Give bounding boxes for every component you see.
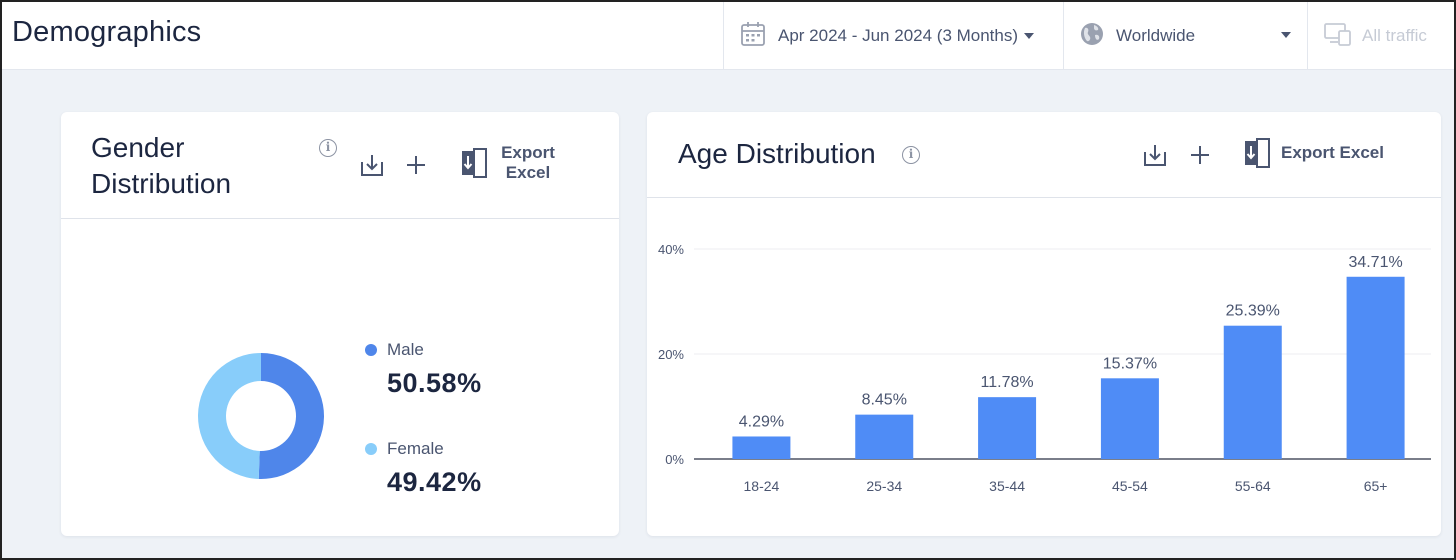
traffic-label: All traffic [1362, 26, 1427, 45]
export-label-line: Excel [505, 163, 551, 182]
top-bar: Demographics Apr 2024 - Jun 2024 (3 Mont… [2, 2, 1454, 70]
card-title: Age Distribution [678, 138, 876, 169]
add-icon[interactable] [405, 154, 427, 181]
legend-label-male: Male [387, 340, 424, 359]
y-tick-label: 0% [665, 452, 684, 467]
card-header: Age Distribution i Export Excel [647, 112, 1441, 198]
legend-dot-female [365, 443, 377, 455]
legend-label-female: Female [387, 439, 444, 458]
bar-value-label: 4.29% [739, 413, 784, 430]
donut-slice-male[interactable] [258, 353, 324, 479]
gender-distribution-card: Gender Distribution i Export [61, 112, 619, 536]
x-tick-label: 65+ [1364, 478, 1388, 494]
region-label: Worldwide [1116, 26, 1196, 45]
donut-slice-female[interactable] [197, 353, 261, 479]
bar-value-label: 8.45% [862, 392, 907, 409]
gender-donut-chart [197, 353, 324, 479]
x-tick-label: 35-44 [989, 478, 1025, 494]
y-tick-label: 20% [658, 347, 684, 362]
page-title: Demographics [12, 16, 202, 48]
chevron-down-icon [1281, 32, 1291, 38]
legend-value-female: 49.42% [387, 467, 482, 497]
devices-icon [1324, 22, 1352, 51]
bar-45-54[interactable] [1100, 378, 1159, 459]
bar-value-label: 25.39% [1226, 303, 1280, 320]
card-title: Gender Distribution [91, 132, 232, 199]
region-selector[interactable]: Worldwide [1063, 2, 1307, 70]
x-tick-label: 45-54 [1112, 478, 1148, 494]
export-excel-button[interactable]: Export Excel [495, 143, 561, 183]
bar-18-24[interactable] [732, 436, 791, 459]
x-tick-label: 18-24 [744, 478, 780, 494]
bar-65+[interactable] [1346, 276, 1405, 459]
export-excel-button[interactable]: Export Excel [1281, 143, 1384, 162]
bar-35-44[interactable] [978, 397, 1037, 459]
excel-icon[interactable] [461, 148, 487, 183]
x-tick-label: 55-64 [1235, 478, 1271, 494]
date-range-label: Apr 2024 - Jun 2024 (3 Months) [778, 26, 1019, 45]
info-icon[interactable]: i [902, 146, 920, 164]
legend-value-male: 50.58% [387, 368, 482, 398]
export-label-line: Export [501, 143, 555, 162]
calendar-icon [740, 21, 766, 52]
excel-icon[interactable] [1244, 138, 1270, 173]
date-range-picker[interactable]: Apr 2024 - Jun 2024 (3 Months) [723, 2, 1063, 70]
legend-dot-male [365, 344, 377, 356]
bar-55-64[interactable] [1223, 325, 1282, 459]
globe-icon [1080, 22, 1104, 51]
download-icon[interactable] [1142, 142, 1168, 173]
chevron-down-icon [1024, 33, 1035, 39]
add-icon[interactable] [1189, 144, 1211, 171]
info-icon[interactable]: i [319, 139, 337, 157]
x-tick-label: 25-34 [866, 478, 902, 494]
bar-value-label: 15.37% [1103, 355, 1157, 372]
y-tick-label: 40% [658, 242, 684, 257]
bar-value-label: 11.78% [981, 374, 1034, 391]
age-distribution-card: Age Distribution i Export Excel 0 [647, 112, 1441, 536]
age-bar-chart: 0% 20% 40% 4.29% 18-24 8.45% 25-34 11.78% 35-44 1… [658, 242, 1431, 494]
download-icon[interactable] [359, 152, 385, 183]
traffic-selector[interactable]: All traffic [1307, 2, 1454, 70]
bar-25-34[interactable] [855, 414, 914, 459]
card-header: Gender Distribution i Export [61, 112, 619, 219]
bar-value-label: 34.71% [1348, 254, 1402, 271]
